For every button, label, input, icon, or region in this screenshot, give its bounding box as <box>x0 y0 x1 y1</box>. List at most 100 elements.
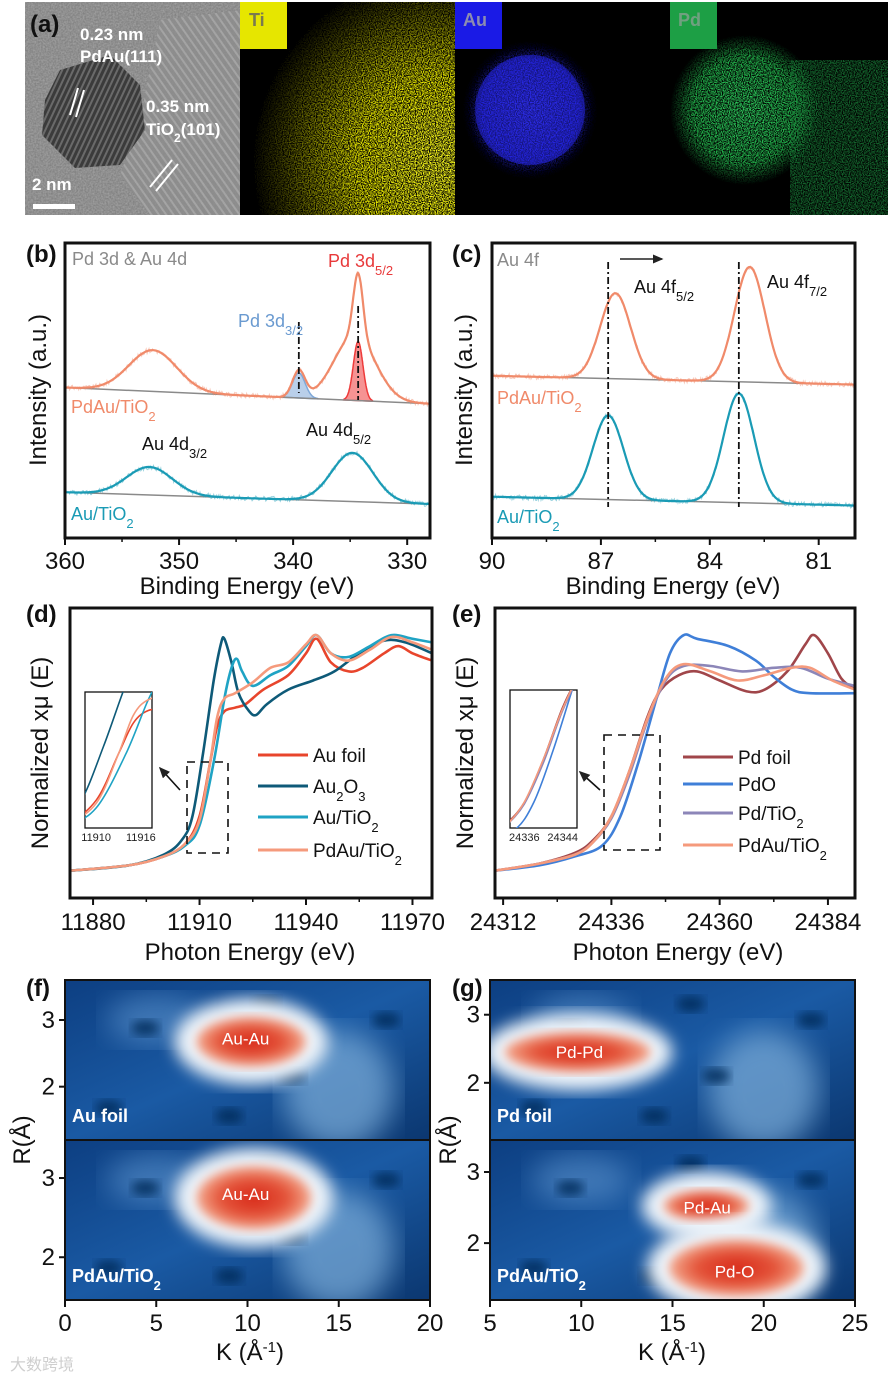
x-tick-label: 24312 <box>470 909 537 936</box>
eds-map-ti: Ti <box>240 2 455 215</box>
fit-curve-autio2 <box>65 451 430 506</box>
subpanel-label-text: PdAu/TiO <box>497 1266 579 1286</box>
heatmap-subpanel <box>490 1140 855 1300</box>
plot-area-c: 90 87 84 81 <box>479 241 857 575</box>
y-tick-label: 2 <box>467 1230 480 1257</box>
intensity-band <box>708 1030 819 1140</box>
y-axis-label-d: Normalized xμ (E) <box>27 657 54 850</box>
feature-peak-pd-o <box>668 1239 804 1297</box>
x-tick-label: 5 <box>150 1310 163 1337</box>
legend-label: PdAu/TiO2 <box>313 841 402 868</box>
x-tick-label: 10 <box>234 1310 261 1337</box>
x-tick-label: 81 <box>805 548 832 575</box>
x-tick-label: 11880 <box>61 909 126 936</box>
curve-pdo <box>495 633 855 873</box>
x-tick-label: 15 <box>325 1310 352 1337</box>
feature-peak-pd-au <box>663 1189 750 1222</box>
x-tick-label: 87 <box>588 548 615 575</box>
x-tick-label: 11940 <box>274 909 339 936</box>
legend-label: PdO <box>738 775 776 796</box>
inset-tick-label: 11910 <box>81 832 111 844</box>
x-tick-label: 25 <box>842 1310 869 1337</box>
intensity-minimum <box>131 1020 160 1036</box>
y-tick-label: 2 <box>42 1244 55 1271</box>
map-label-box-au <box>455 2 502 49</box>
y-tick-label: 3 <box>42 1007 55 1034</box>
plot-area-e: 24312 24336 24360 24384 24336 24344 Pd foil PdO… <box>470 606 861 936</box>
legend-label-text: Au <box>313 777 336 798</box>
intensity-minimum <box>372 1172 401 1188</box>
tem-image: 0.23 nm PdAu(111) 0.35 nm TiO2(101) 2 nm <box>25 2 240 215</box>
feature-label: Au-Au <box>222 1030 269 1049</box>
x-tick-label: 10 <box>568 1310 595 1337</box>
x-axis-label-c: Binding Energy (eV) <box>566 573 781 600</box>
x-tick-label: 340 <box>273 548 313 575</box>
legend-label-sub: 2 <box>336 789 343 804</box>
annotation-au4f72: Au 4f7/2 <box>767 272 827 299</box>
legend-label: Au foil <box>313 746 366 767</box>
annotation-au4f52: Au 4f5/2 <box>634 277 694 304</box>
feature-peak-pd-pd <box>504 1031 651 1073</box>
legend-label-text: Au/TiO <box>313 808 371 829</box>
feature-label: Pd-O <box>715 1263 755 1282</box>
legend-label: PdAu/TiO2 <box>738 836 827 863</box>
legend-label-text: PdAu/TiO <box>738 836 820 857</box>
annotation-au4d32: Au 4d3/2 <box>142 434 207 461</box>
x-tick-label: 330 <box>387 548 427 575</box>
y-axis-label-e: Normalized xμ (E) <box>452 657 479 850</box>
intensity-minimum <box>556 1180 585 1196</box>
lattice-spacing-2: 0.35 nm <box>146 97 209 116</box>
subpanel-label: Pd foil <box>497 1106 552 1126</box>
plot-clip <box>65 271 430 507</box>
inset-tick-label: 11916 <box>126 832 156 844</box>
series-label-au: Au/TiO2 <box>71 504 134 531</box>
legend-label-sub: 2 <box>395 853 402 868</box>
fit-curve-pdautio2 <box>65 271 430 405</box>
intensity-minimum <box>372 1012 401 1028</box>
map-label-box-ti <box>240 2 287 49</box>
feature-peak-au-au <box>196 1166 312 1230</box>
panel-label-f: (f) <box>26 975 50 1002</box>
x-tick-label: 15 <box>659 1310 686 1337</box>
intensity-minimum <box>676 1156 705 1172</box>
map-label-box-pd <box>670 2 717 49</box>
legend-label-text: Pd foil <box>738 748 791 769</box>
subpanel-label-sub: 2 <box>579 1278 586 1293</box>
legend-label: Pd foil <box>738 748 791 769</box>
intensity-minimum <box>94 1100 123 1116</box>
watermark: 大数跨境 <box>10 1355 74 1374</box>
inset-frame <box>84 691 153 829</box>
nanoparticle <box>42 55 145 168</box>
scale-bar <box>33 204 75 209</box>
panel-b: 360 350 340 330 (b) Pd 3d & Au 4d Pd 3d5/2 … <box>25 241 432 600</box>
intensity-band <box>531 1155 632 1205</box>
y-axis-label-g: R(Å) <box>434 1115 462 1164</box>
raw-data-autio2 <box>492 389 855 509</box>
lattice-spacing-1: 0.23 nm <box>80 25 143 44</box>
y-tick-label: 3 <box>467 1002 480 1029</box>
x-tick-label: 24336 <box>578 909 645 936</box>
panel-a: 0.23 nm PdAu(111) 0.35 nm TiO2(101) 2 nm… <box>25 2 888 215</box>
series-label-pdau-c: PdAu/TiO2 <box>497 388 582 415</box>
map-label-au: Au <box>463 10 487 30</box>
intensity-minimum <box>215 1268 244 1284</box>
plot-clip <box>492 264 855 509</box>
subpanel-label-text: Au foil <box>72 1106 128 1126</box>
inset-tick-label: 24336 <box>509 832 540 844</box>
heatmap-subpanel <box>490 980 855 1140</box>
legend-label-text: PdAu/TiO <box>313 841 395 862</box>
plot-area-b: 360 350 340 330 <box>45 241 432 575</box>
legend-label: Au2O3 <box>313 777 366 804</box>
subpanel-label-text: Pd foil <box>497 1106 552 1126</box>
feature-label: Pd-Au <box>684 1199 731 1218</box>
lattice-plane-1: PdAu(111) <box>80 47 162 66</box>
eds-map-pd: Pd <box>670 2 888 215</box>
fit-curve-pdautio2 <box>492 265 855 386</box>
x-tick-label: 90 <box>479 548 506 575</box>
